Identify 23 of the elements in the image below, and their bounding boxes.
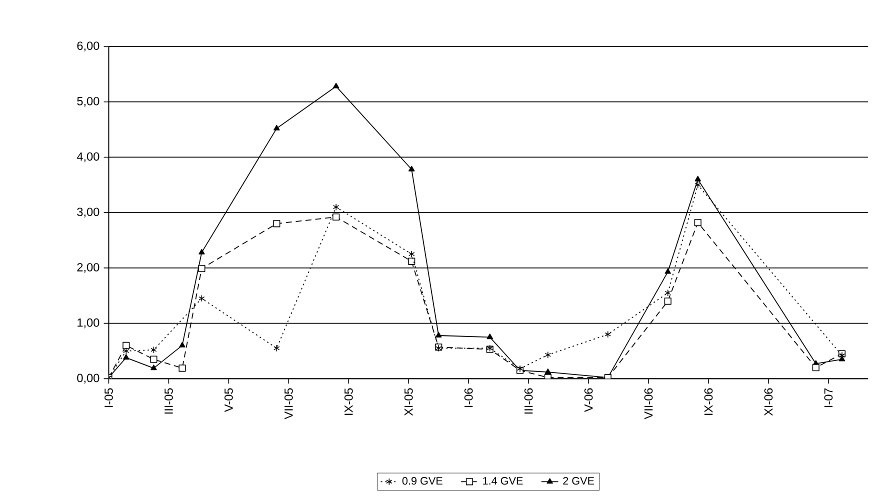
y-tick-label: 1,00 <box>78 318 100 328</box>
legend-label: 2 GVE <box>563 476 594 485</box>
y-tick-label: 0,00 <box>77 374 100 384</box>
x-tick-label: III-06 <box>524 388 533 414</box>
x-tick-label: IX-05 <box>344 388 353 415</box>
x-tick-label: I-05 <box>104 388 113 407</box>
x-tick-label: VII-05 <box>284 388 293 420</box>
x-tick-label: IX-06 <box>704 388 713 415</box>
x-tick-label: V-06 <box>584 388 593 412</box>
y-tick-label: 2,00 <box>77 262 100 273</box>
legend-label: 0.9 GVE <box>402 476 442 485</box>
y-tick-label: 5,00 <box>77 96 100 107</box>
x-tick-label: V-05 <box>224 388 233 412</box>
x-tick-label: I-06 <box>464 388 473 407</box>
x-tick-label: XI-05 <box>404 388 413 416</box>
legend-label: 1.4 GVE <box>483 476 523 485</box>
x-tick-label: VII-06 <box>644 388 653 420</box>
x-tick-label: III-05 <box>164 388 173 414</box>
y-tick-label: 3,00 <box>77 208 100 218</box>
y-tick-label: 6,00 <box>77 41 100 52</box>
x-tick-label: I-07 <box>824 388 833 407</box>
x-tick-label: XI-06 <box>764 388 773 416</box>
y-tick-label: 4,00 <box>76 152 100 162</box>
